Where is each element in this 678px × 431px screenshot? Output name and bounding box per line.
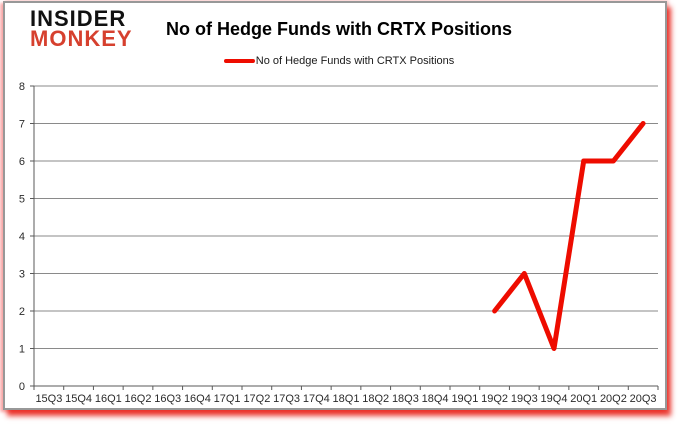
y-axis-label: 1 bbox=[19, 344, 25, 356]
x-axis-label: 20Q2 bbox=[600, 393, 627, 405]
x-axis-label: 18Q1 bbox=[333, 393, 360, 405]
y-axis-label: 0 bbox=[19, 381, 25, 393]
x-axis-label: 15Q4 bbox=[65, 393, 92, 405]
logo-line-monkey: MONKEY bbox=[30, 26, 133, 52]
data-line bbox=[492, 121, 646, 351]
legend: No of Hedge Funds with CRTX Positions bbox=[0, 55, 678, 67]
insider-monkey-logo: INSIDER MONKEY bbox=[30, 6, 133, 52]
y-axis-label: 7 bbox=[19, 119, 25, 131]
y-axis-label: 6 bbox=[19, 156, 25, 168]
x-axis-label: 17Q3 bbox=[273, 393, 300, 405]
x-axis-label: 19Q1 bbox=[451, 393, 478, 405]
x-axis-label: 16Q2 bbox=[125, 393, 152, 405]
legend-label: No of Hedge Funds with CRTX Positions bbox=[255, 55, 455, 67]
y-axis-label: 4 bbox=[19, 231, 25, 243]
y-axis-label: 2 bbox=[19, 306, 25, 318]
x-axis-label: 16Q1 bbox=[95, 393, 122, 405]
legend-line-swatch bbox=[223, 59, 255, 63]
x-axis-label: 17Q1 bbox=[214, 393, 241, 405]
chart-title: No of Hedge Funds with CRTX Positions bbox=[166, 19, 512, 39]
x-axis-label: 16Q3 bbox=[154, 393, 181, 405]
logo-line-insider: INSIDER bbox=[30, 6, 127, 31]
x-axis-label: 19Q2 bbox=[481, 393, 508, 405]
x-axis-label: 20Q1 bbox=[570, 393, 597, 405]
x-axis-label: 15Q3 bbox=[35, 393, 62, 405]
x-axis-label: 17Q2 bbox=[243, 393, 270, 405]
x-axis-label: 16Q4 bbox=[184, 393, 211, 405]
y-axis-label: 5 bbox=[19, 194, 25, 206]
x-axis-label: 20Q3 bbox=[630, 393, 657, 405]
x-axis-label: 18Q4 bbox=[422, 393, 449, 405]
x-axis-label: 19Q4 bbox=[541, 393, 568, 405]
x-axis-label: 18Q3 bbox=[392, 393, 419, 405]
x-axis-label: 19Q3 bbox=[511, 393, 538, 405]
x-axis-label: 18Q2 bbox=[362, 393, 389, 405]
x-axis-label: 17Q4 bbox=[303, 393, 330, 405]
y-axis-label: 8 bbox=[19, 81, 25, 93]
y-axis-label: 3 bbox=[19, 269, 25, 281]
